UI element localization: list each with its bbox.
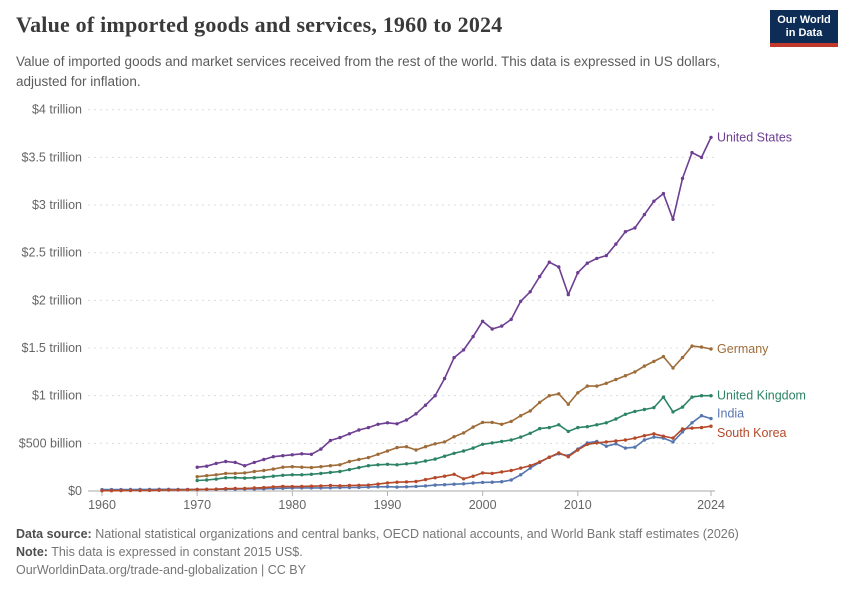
svg-text:$0: $0 bbox=[68, 484, 82, 498]
y-axis-labels: $0 $500 billion $1 trillion $1.5 trillion $2… bbox=[19, 103, 82, 498]
chart-title: Value of imported goods and services, 19… bbox=[16, 12, 503, 37]
svg-text:$3.5 trillion: $3.5 trillion bbox=[22, 150, 82, 164]
owid-logo-line2: in Data bbox=[785, 26, 823, 39]
series-united-kingdom[interactable] bbox=[195, 394, 713, 483]
data-source-label: Data source: bbox=[16, 527, 92, 541]
series-united-states[interactable] bbox=[195, 135, 713, 469]
y-gridlines bbox=[88, 109, 715, 492]
svg-text:2000: 2000 bbox=[469, 498, 497, 512]
series-india[interactable] bbox=[100, 414, 713, 492]
svg-text:$1 trillion: $1 trillion bbox=[32, 389, 82, 403]
svg-text:1990: 1990 bbox=[374, 498, 402, 512]
series-label-united-kingdom: United Kingdom bbox=[717, 389, 806, 403]
series-label-south-korea: South Korea bbox=[717, 426, 787, 440]
x-axis bbox=[101, 491, 712, 496]
svg-text:2010: 2010 bbox=[564, 498, 592, 512]
svg-text:$3 trillion: $3 trillion bbox=[32, 198, 82, 212]
svg-text:$500 billion: $500 billion bbox=[19, 436, 82, 450]
svg-text:1980: 1980 bbox=[278, 498, 306, 512]
series-label-united-states: United States bbox=[717, 130, 792, 144]
series-germany[interactable] bbox=[195, 344, 713, 479]
svg-text:$2 trillion: $2 trillion bbox=[32, 293, 82, 307]
svg-text:2024: 2024 bbox=[697, 498, 725, 512]
x-axis-labels: 1960 1970 1980 1990 2000 2010 2024 bbox=[88, 498, 725, 512]
note-line: Note: This data is expressed in constant… bbox=[16, 543, 836, 561]
citation-link[interactable]: OurWorldinData.org/trade-and-globalizati… bbox=[16, 563, 306, 577]
chart-subtitle: Value of imported goods and market servi… bbox=[16, 54, 721, 89]
series-label-india: India bbox=[717, 407, 744, 421]
svg-text:1970: 1970 bbox=[183, 498, 211, 512]
svg-text:1960: 1960 bbox=[88, 498, 116, 512]
owid-logo[interactable]: Our World in Data bbox=[770, 10, 838, 47]
series-south-korea[interactable] bbox=[100, 424, 713, 493]
svg-text:$1.5 trillion: $1.5 trillion bbox=[22, 341, 82, 355]
data-source-text: National statistical organizations and c… bbox=[91, 527, 739, 541]
owid-logo-line1: Our World bbox=[777, 13, 831, 26]
chart-footer: Data source: National statistical organi… bbox=[16, 525, 836, 579]
data-source-line: Data source: National statistical organi… bbox=[16, 525, 836, 543]
svg-text:$4 trillion: $4 trillion bbox=[32, 103, 82, 117]
series-label-germany: Germany bbox=[717, 342, 769, 356]
note-text: This data is expressed in constant 2015 … bbox=[47, 545, 303, 559]
svg-text:$2.5 trillion: $2.5 trillion bbox=[22, 246, 82, 260]
note-label: Note: bbox=[16, 545, 48, 559]
